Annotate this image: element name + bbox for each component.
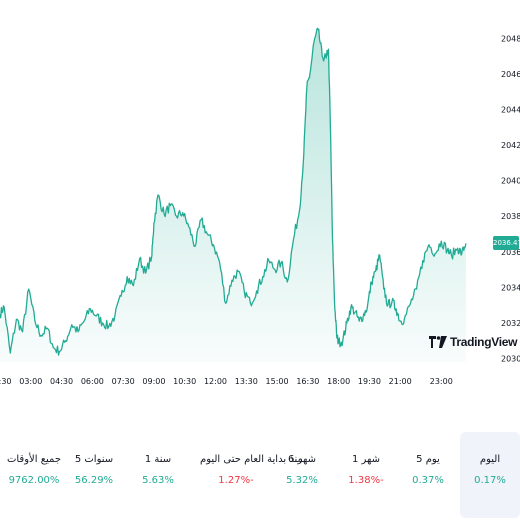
x-tick-label: 13:30 [235,377,258,386]
period-tab[interactable]: 1 شهر 1.38%- [336,432,396,518]
x-tick-label: 09:00 [142,377,165,386]
period-change-value: 5.63% [142,475,174,486]
period-label: اليوم [479,454,501,465]
y-tick-label: 2036.00 [501,248,520,257]
period-change-value: 1.27%- [218,475,254,486]
x-tick-label: 19:30 [358,377,381,386]
period-tab[interactable]: جميع الأوقات 9762.00% [4,432,64,518]
period-change-value: 0.37% [412,475,444,486]
chart-svg[interactable]: 2030.00 2032.00 2034.00 2036.00 2038.00 2040.… [0,0,520,395]
period-tab[interactable]: 5 سنوات 56.29% [64,432,124,518]
period-change-value: 0.17% [474,475,506,486]
x-tick-label: 04:30 [50,377,73,386]
period-label: 5 سنوات [74,454,114,465]
period-tab[interactable]: منذ بداية العام حتى اليوم 1.27%- [200,432,303,518]
y-tick-label: 2030.00 [501,354,520,363]
x-tick-label: 07:30 [112,377,135,386]
period-label: جميع الأوقات [6,454,62,465]
last-price-badge: 2036.47 [493,236,520,251]
x-tick-label: 18:00 [327,377,350,386]
y-tick-label: 2044.00 [501,106,520,115]
period-change-value: 5.32% [286,475,318,486]
tradingview-logo[interactable]: TradingView [429,332,517,352]
x-tick-label: 01:30 [0,377,12,386]
period-label: منذ بداية العام حتى اليوم [200,454,303,465]
y-tick-label: 2032.00 [501,319,520,328]
x-tick-label: 03:00 [19,377,42,386]
x-tick-label: 10:30 [173,377,196,386]
y-tick-label: 2038.00 [501,212,520,221]
y-tick-label: 2046.00 [501,70,520,79]
period-change-value: 56.29% [74,475,114,486]
x-tick-label: 15:00 [266,377,289,386]
y-tick-label: 2048.00 [501,34,520,43]
period-label: 1 شهر [351,454,381,465]
price-series-line [0,27,467,356]
x-tick-label: 21:00 [389,377,412,386]
period-label: 1 سنة [144,454,172,465]
x-tick-label: 06:00 [81,377,104,386]
period-tab[interactable]: 6 شهر 5.32% [272,432,332,518]
y-tick-label: 2040.00 [501,177,520,186]
x-tick-label: 23:00 [430,377,453,386]
y-tick-label: 2042.00 [501,141,520,150]
tradingview-logo-text: TradingView [450,335,518,349]
period-change-value: 9762.00% [8,475,60,486]
period-tab[interactable]: 5 يوم 0.37% [398,432,458,518]
period-label: 6 شهر [287,454,317,465]
period-tab[interactable]: اليوم 0.17% [460,432,520,518]
y-tick-label: 2034.00 [501,283,520,292]
x-tick-label: 16:30 [296,377,319,386]
tradingview-logo-icon [429,336,447,348]
x-tick-label: 12:00 [204,377,227,386]
period-label: 5 يوم [416,454,440,465]
period-change-value: 1.38%- [348,475,384,486]
performance-periods: اليوم 0.17% 5 يوم 0.37% 1 شهر 1.38%- 6 شهر 5.32… [0,432,520,518]
period-tab[interactable]: 1 سنة 5.63% [128,432,188,518]
price-chart[interactable]: 2030.00 2032.00 2034.00 2036.00 2038.00 2040.… [0,0,520,395]
